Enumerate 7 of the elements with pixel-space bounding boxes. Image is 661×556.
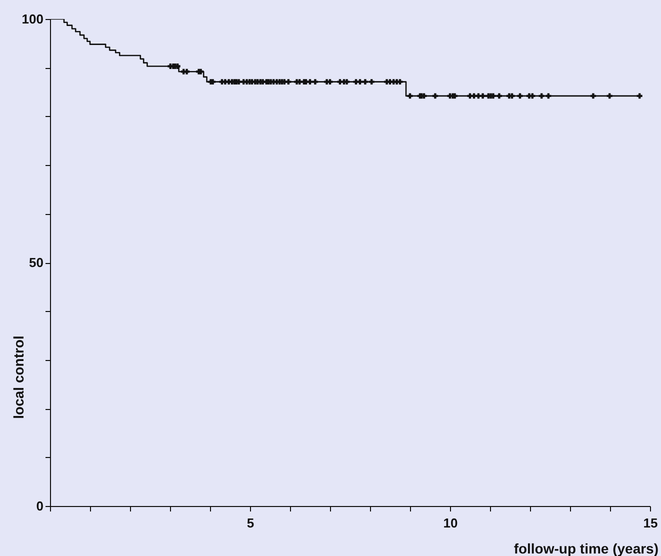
y-tick-label: 100: [22, 12, 44, 26]
y-tick-label: 0: [36, 498, 44, 514]
y-axis-title: local control: [10, 336, 26, 419]
x-tick-label: 10: [443, 516, 458, 530]
y-tick-label: 50: [29, 255, 44, 270]
x-tick-label: 5: [246, 516, 254, 530]
x-tick-label: 15: [643, 516, 658, 530]
